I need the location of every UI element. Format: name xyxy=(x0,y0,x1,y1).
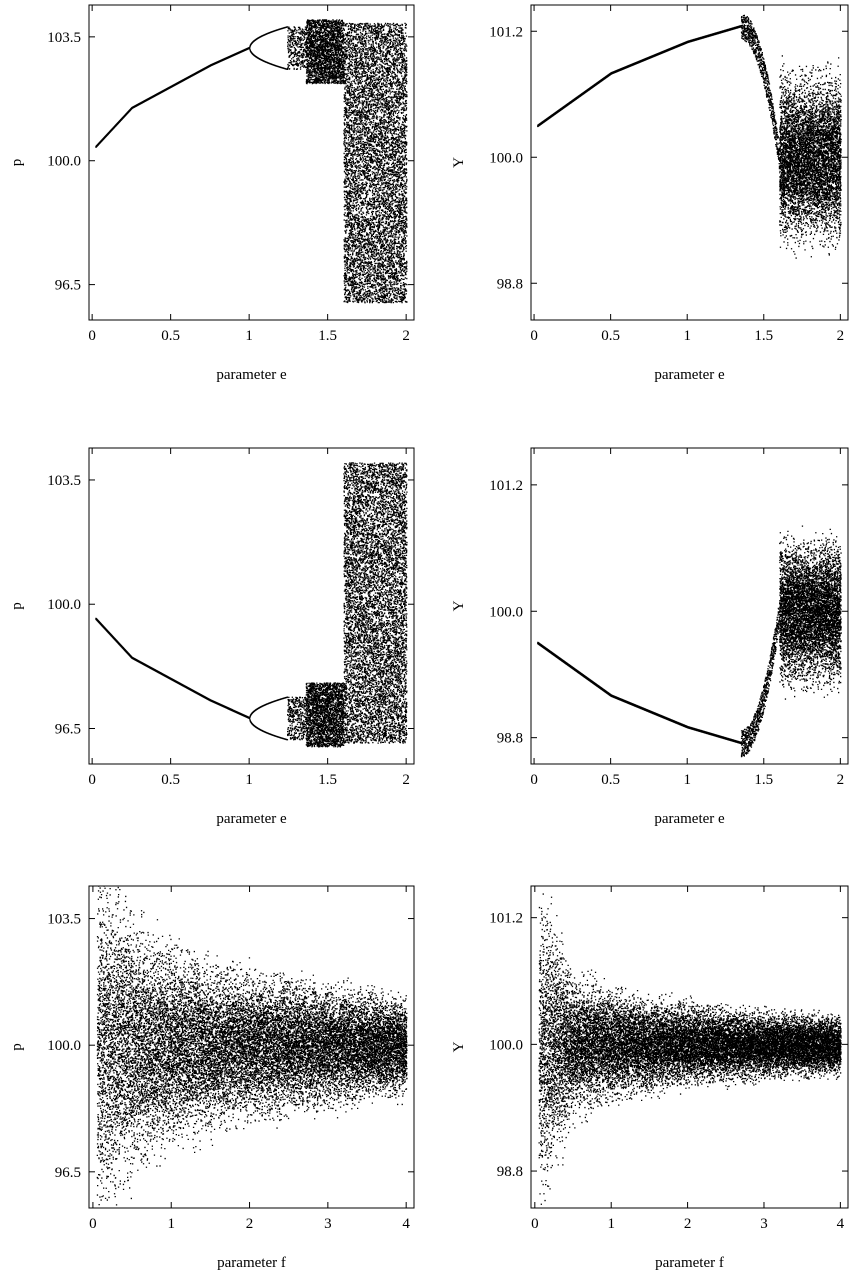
x-tick-label: 2 xyxy=(402,328,410,344)
y-tick-label: 103.5 xyxy=(47,30,81,46)
y-tick-label: 98.8 xyxy=(497,276,523,292)
x-tick-label: 2 xyxy=(837,772,845,788)
y-tick-label: 100.0 xyxy=(489,604,523,620)
y-tick-label: 100.0 xyxy=(47,597,81,613)
x-axis-title: parameter e xyxy=(216,811,287,827)
scatter-points-p2 xyxy=(537,14,842,259)
plot-frame xyxy=(530,447,849,765)
x-tick-label: 2 xyxy=(402,772,410,788)
x-tick-label: 0.5 xyxy=(161,772,180,788)
x-tick-label: 2 xyxy=(684,1216,692,1232)
x-tick-label: 1 xyxy=(683,772,691,788)
x-tick-label: 1.5 xyxy=(754,328,773,344)
x-tick-label: 0 xyxy=(531,1216,539,1232)
scatter-series-p2 xyxy=(537,14,842,259)
y-tick-label: 96.5 xyxy=(55,1165,81,1181)
y-axis-title: p xyxy=(9,1043,25,1051)
y-tick-label: 100.0 xyxy=(47,154,81,170)
scatter-series-p1 xyxy=(95,19,408,304)
x-tick-label: 1 xyxy=(683,328,691,344)
scatter-points-p3 xyxy=(95,462,408,748)
y-tick-label: 101.2 xyxy=(489,911,523,927)
chart-panel-p4: 0 0.5 1 1.5 2 98.8 100.0 101.2 parameter e Y xyxy=(451,447,849,827)
scatter-series-p6 xyxy=(538,893,842,1205)
plot-frame xyxy=(530,4,849,321)
plot-frame xyxy=(88,447,415,765)
x-tick-label: 0 xyxy=(88,772,96,788)
y-tick-label: 103.5 xyxy=(47,912,81,928)
chart-panel-p2: 0 0.5 1 1.5 2 98.8 100.0 101.2 parameter e Y xyxy=(451,4,849,383)
y-axis-title: Y xyxy=(451,1041,467,1052)
x-tick-label: 1 xyxy=(245,328,253,344)
x-axis-title: parameter e xyxy=(216,367,287,383)
x-tick-label: 0 xyxy=(89,1216,97,1232)
y-axis-title: Y xyxy=(451,157,467,168)
x-axis-title: parameter e xyxy=(654,811,725,827)
y-tick-label: 101.2 xyxy=(489,24,523,40)
y-tick-label: 98.8 xyxy=(497,731,523,747)
x-tick-label: 0.5 xyxy=(601,328,620,344)
x-axis-title: parameter f xyxy=(655,1255,724,1271)
y-axis-title: p xyxy=(9,602,25,610)
x-tick-label: 1.5 xyxy=(754,772,773,788)
x-tick-label: 0 xyxy=(88,328,96,344)
x-tick-label: 0.5 xyxy=(161,328,180,344)
chart-panel-p6: 0 1 2 3 4 98.8 100.0 101.2 parameter f Y xyxy=(451,885,849,1271)
x-tick-label: 4 xyxy=(402,1216,410,1232)
x-axis-title: parameter f xyxy=(217,1255,286,1271)
x-tick-label: 2 xyxy=(246,1216,254,1232)
plot-frame xyxy=(88,4,415,321)
y-tick-label: 100.0 xyxy=(489,1037,523,1053)
scatter-points-p6 xyxy=(538,893,842,1205)
y-tick-label: 100.0 xyxy=(489,150,523,166)
x-tick-label: 3 xyxy=(760,1216,768,1232)
y-axis-title: Y xyxy=(451,600,467,611)
x-tick-label: 3 xyxy=(324,1216,332,1232)
scatter-series-p3 xyxy=(95,462,408,748)
scatter-points-p4 xyxy=(537,525,842,758)
x-tick-label: 2 xyxy=(837,328,845,344)
chart-panel-p1: 0 0.5 1 1.5 2 96.5 100.0 103.5 parameter e p xyxy=(9,4,415,383)
chart-panel-p5: 0 1 2 3 4 96.5 100.0 103.5 parameter f p xyxy=(9,885,415,1271)
y-tick-label: 100.0 xyxy=(47,1038,81,1054)
y-tick-label: 96.5 xyxy=(55,721,81,737)
x-tick-label: 0.5 xyxy=(601,772,620,788)
y-tick-label: 103.5 xyxy=(47,473,81,489)
x-axis-title: parameter e xyxy=(654,367,725,383)
y-axis-title: p xyxy=(9,159,25,167)
x-tick-label: 1 xyxy=(167,1216,175,1232)
scatter-points-p1 xyxy=(95,19,408,304)
x-tick-label: 1.5 xyxy=(318,328,337,344)
scatter-series-p5 xyxy=(96,886,408,1206)
y-tick-label: 96.5 xyxy=(55,278,81,294)
x-tick-label: 0 xyxy=(530,328,538,344)
plot-frame xyxy=(88,885,415,1209)
plot-frame xyxy=(530,885,849,1209)
x-tick-label: 0 xyxy=(530,772,538,788)
scatter-points-p5 xyxy=(96,886,408,1206)
y-tick-label: 98.8 xyxy=(497,1164,523,1180)
x-tick-label: 4 xyxy=(837,1216,845,1232)
x-tick-label: 1 xyxy=(607,1216,615,1232)
y-tick-label: 101.2 xyxy=(489,478,523,494)
x-tick-label: 1 xyxy=(245,772,253,788)
x-tick-label: 1.5 xyxy=(318,772,337,788)
scatter-series-p4 xyxy=(537,525,842,758)
chart-panel-p3: 0 0.5 1 1.5 2 96.5 100.0 103.5 parameter e p xyxy=(9,447,415,827)
